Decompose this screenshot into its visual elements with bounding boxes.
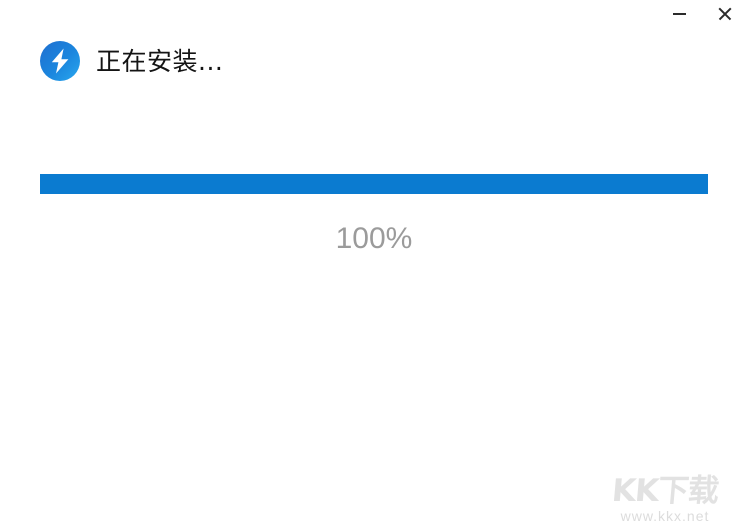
page-title: 正在安装... xyxy=(96,46,224,76)
progress-bar-fill xyxy=(40,174,708,194)
lightning-bolt-app-icon xyxy=(40,41,80,81)
installer-header: 正在安装... xyxy=(40,41,223,81)
close-icon xyxy=(718,7,732,21)
minimize-icon xyxy=(672,13,686,15)
title-bar xyxy=(0,0,748,30)
watermark-url-text: www.kkx.net xyxy=(620,508,710,524)
progress-percent-label: 100% xyxy=(335,222,413,255)
progress-bar-track xyxy=(40,174,708,194)
watermark: KK下载 www.kkx.net xyxy=(590,473,740,524)
minimize-button[interactable] xyxy=(656,0,702,28)
watermark-logo-text: KK下载 xyxy=(610,473,720,509)
close-button[interactable] xyxy=(702,0,748,28)
